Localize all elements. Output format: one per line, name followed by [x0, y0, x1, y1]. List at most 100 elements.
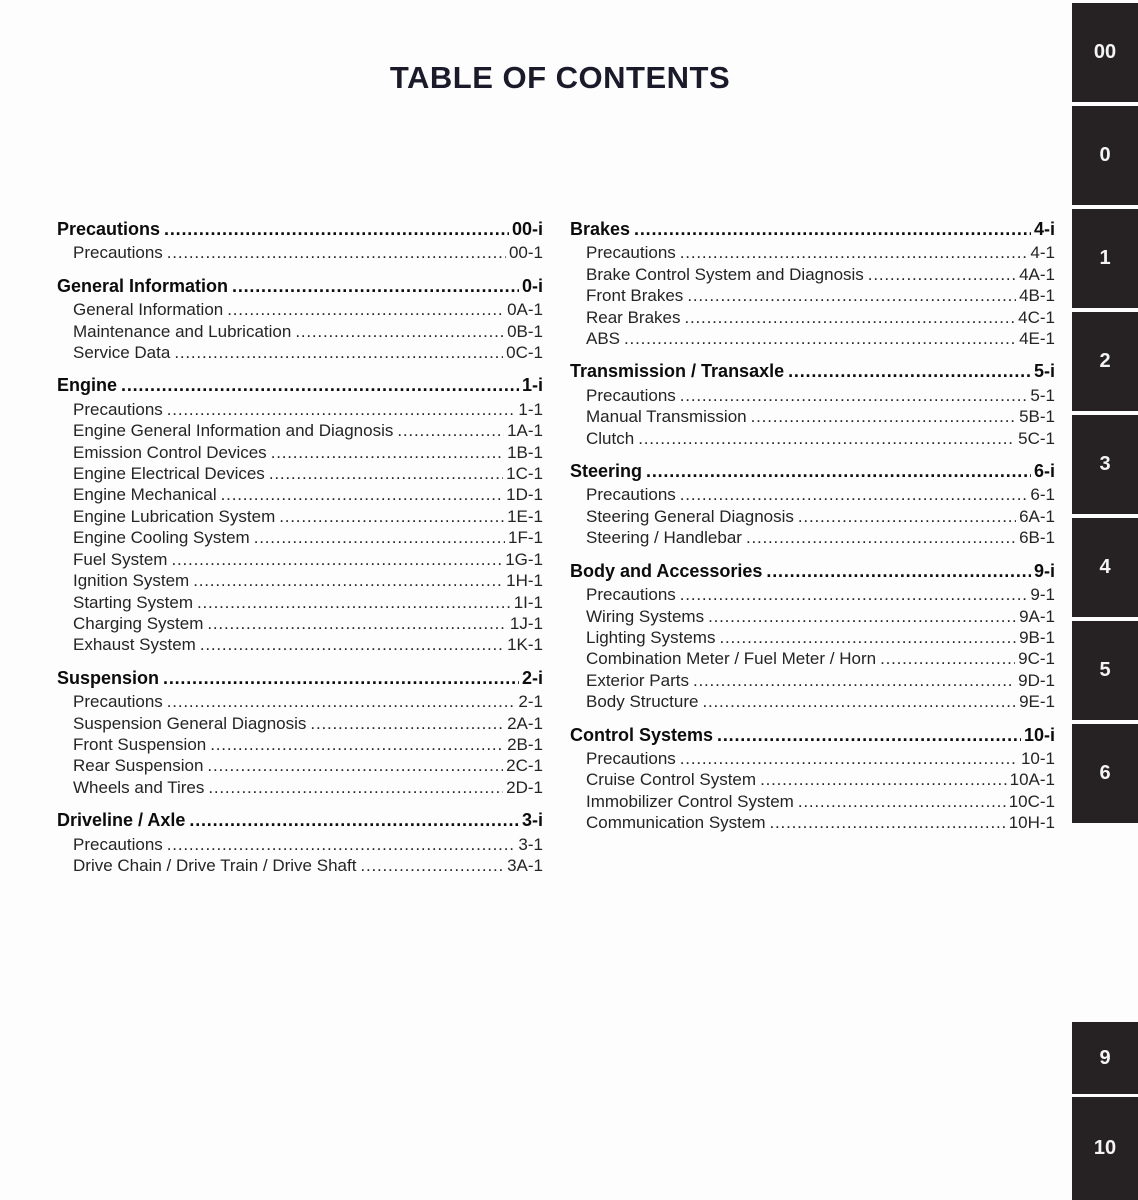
toc-entry-label: Rear Suspension: [73, 756, 204, 776]
toc-section-title-row: Suspension 2-i: [57, 668, 543, 689]
toc-entry-page-number: 10-1: [1020, 748, 1055, 768]
toc-entry-row: Precautions 10-1: [570, 748, 1055, 769]
toc-entry-label: Engine: [57, 375, 118, 396]
toc-entry-page-number: 9D-1: [1018, 670, 1055, 690]
dot-leader: [207, 613, 507, 634]
toc-entry-label: ABS: [586, 329, 621, 349]
toc-entry-page-number: 6B-1: [1019, 528, 1055, 548]
toc-entry-row: Steering General Diagnosis 6A-1: [570, 506, 1055, 527]
dot-leader: [167, 834, 516, 855]
toc-entry-row: Precautions 2-1: [57, 691, 543, 712]
dot-leader: [171, 549, 502, 570]
dot-leader: [693, 670, 1015, 691]
toc-entry-page-number: 9-1: [1030, 585, 1055, 605]
toc-entry-label: Precautions: [73, 834, 163, 854]
toc-entry-row: Manual Transmission 5B-1: [570, 406, 1055, 427]
toc-entry-label: Lighting Systems: [586, 627, 716, 647]
dot-leader: [167, 242, 506, 263]
dot-leader: [680, 385, 1028, 406]
toc-entry-row: Precautions 00-1: [57, 242, 543, 263]
toc-entry-label: Cruise Control System: [586, 770, 757, 790]
toc-entry-page-number: 9-i: [1033, 560, 1055, 581]
dot-leader: [680, 748, 1018, 769]
toc-entry-label: General Information: [73, 300, 224, 320]
chapter-tab-label: 10: [1093, 1137, 1117, 1159]
dot-leader: [684, 307, 1015, 328]
dot-leader: [189, 810, 519, 831]
toc-entry-label: Service Data: [73, 343, 171, 363]
toc-entry-label: Engine Cooling System: [73, 528, 250, 548]
toc-entry-label: Body and Accessories: [570, 560, 763, 581]
toc-entry-label: Steering General Diagnosis: [586, 506, 794, 526]
toc-entry-page-number: 4E-1: [1019, 329, 1055, 349]
toc-entry-page-number: 1-i: [521, 375, 543, 396]
dot-leader: [634, 219, 1031, 240]
dot-leader: [397, 420, 504, 441]
toc-entry-row: Charging System 1J-1: [57, 613, 543, 634]
dot-leader: [295, 321, 504, 342]
toc-entry-label: Exterior Parts: [586, 670, 689, 690]
toc-entry-row: Precautions 1-1: [57, 399, 543, 420]
toc-entry-row: Engine Mechanical 1D-1: [57, 484, 543, 505]
toc-entry-page-number: 9B-1: [1019, 627, 1055, 647]
dot-leader: [121, 375, 519, 396]
toc-entry-label: Engine Mechanical: [73, 485, 217, 505]
toc-entry-page-number: 3-i: [521, 810, 543, 831]
dot-leader: [210, 734, 504, 755]
toc-section-title-row: General Information 0-i: [57, 276, 543, 297]
toc-entry-label: Drive Chain / Drive Train / Drive Shaft: [73, 855, 357, 875]
toc-entry-label: Engine Electrical Devices: [73, 464, 265, 484]
toc-entry-row: Drive Chain / Drive Train / Drive Shaft 3…: [57, 855, 543, 876]
toc-entry-row: Engine General Information and Diagnosis…: [57, 420, 543, 441]
toc-entry-row: Wiring Systems 9A-1: [570, 606, 1055, 627]
toc-entry-row: Wheels and Tires 2D-1: [57, 777, 543, 798]
toc-entry-row: Engine Cooling System 1F-1: [57, 527, 543, 548]
dot-leader: [279, 506, 504, 527]
chapter-tab-00: 00: [1072, 3, 1138, 102]
toc-entry-row: Cruise Control System 10A-1: [570, 769, 1055, 790]
toc-entry-page-number: 4-1: [1030, 243, 1055, 263]
chapter-tab-sidebar: 00 0 1 2 3 4 5 6 9 10: [1072, 0, 1138, 1200]
page-title: TABLE OF CONTENTS: [389, 60, 731, 95]
toc-entry-page-number: 4C-1: [1018, 307, 1055, 327]
dot-leader: [717, 725, 1021, 746]
dot-leader: [746, 527, 1016, 548]
dot-leader: [638, 428, 1015, 449]
toc-entry-page-number: 0-i: [521, 275, 543, 296]
toc-entry-page-number: 1I-1: [513, 592, 543, 612]
dot-leader: [200, 634, 504, 655]
toc-entry-row: Fuel System 1G-1: [57, 549, 543, 570]
toc-entry-label: Precautions: [586, 485, 676, 505]
toc-entry-row: Exhaust System 1K-1: [57, 634, 543, 655]
dot-leader: [254, 527, 505, 548]
toc-entry-row: Combination Meter / Fuel Meter / Horn 9C-…: [570, 648, 1055, 669]
toc-entry-label: Transmission / Transaxle: [570, 361, 785, 382]
toc-entry-label: Precautions: [586, 385, 676, 405]
toc-entry-page-number: 9C-1: [1018, 649, 1055, 669]
dot-leader: [798, 791, 1006, 812]
toc-entry-label: Suspension: [57, 667, 160, 688]
dot-leader: [680, 484, 1028, 505]
toc-entry-page-number: 1J-1: [509, 613, 543, 633]
toc-entry-label: Body Structure: [586, 692, 699, 712]
dot-leader: [269, 463, 503, 484]
dot-leader: [702, 691, 1016, 712]
toc-entry-row: Emission Control Devices 1B-1: [57, 442, 543, 463]
toc-entry-label: Front Brakes: [586, 286, 684, 306]
toc-entry-row: Engine Lubrication System 1E-1: [57, 506, 543, 527]
toc-entry-page-number: 3A-1: [507, 855, 543, 875]
dot-leader: [221, 484, 503, 505]
toc-entry-page-number: 0C-1: [506, 343, 543, 363]
toc-entry-page-number: 2A-1: [507, 713, 543, 733]
toc-section: Precautions 00-i Precautions 00-1: [57, 219, 543, 264]
chapter-tab-0: 0: [1072, 106, 1138, 205]
toc-entry-row: Steering / Handlebar 6B-1: [570, 527, 1055, 548]
toc-entry-label: Precautions: [73, 692, 163, 712]
chapter-tab-4: 4: [1072, 518, 1138, 617]
dot-leader: [880, 648, 1015, 669]
dot-leader: [208, 777, 503, 798]
toc-entry-page-number: 10H-1: [1008, 813, 1055, 833]
dot-leader: [163, 668, 519, 689]
